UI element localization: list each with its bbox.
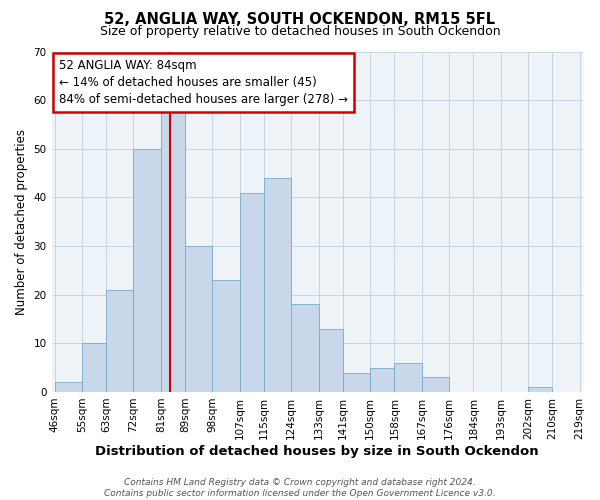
Text: Contains HM Land Registry data © Crown copyright and database right 2024.
Contai: Contains HM Land Registry data © Crown c… xyxy=(104,478,496,498)
Text: Size of property relative to detached houses in South Ockendon: Size of property relative to detached ho… xyxy=(100,25,500,38)
Bar xyxy=(343,372,370,392)
Bar xyxy=(240,192,264,392)
Y-axis label: Number of detached properties: Number of detached properties xyxy=(15,128,28,314)
Bar xyxy=(370,368,394,392)
Bar xyxy=(292,304,319,392)
Bar xyxy=(55,382,82,392)
Bar xyxy=(82,344,106,392)
Text: 52, ANGLIA WAY, SOUTH OCKENDON, RM15 5FL: 52, ANGLIA WAY, SOUTH OCKENDON, RM15 5FL xyxy=(104,12,496,28)
Bar xyxy=(212,280,240,392)
Bar xyxy=(161,110,185,392)
Bar xyxy=(528,387,553,392)
Bar xyxy=(394,363,422,392)
Bar xyxy=(422,378,449,392)
Text: 52 ANGLIA WAY: 84sqm
← 14% of detached houses are smaller (45)
84% of semi-detac: 52 ANGLIA WAY: 84sqm ← 14% of detached h… xyxy=(59,59,348,106)
X-axis label: Distribution of detached houses by size in South Ockendon: Distribution of detached houses by size … xyxy=(95,444,539,458)
Bar xyxy=(106,290,133,392)
Bar xyxy=(133,149,161,392)
Bar xyxy=(185,246,212,392)
Bar xyxy=(319,328,343,392)
Bar xyxy=(264,178,292,392)
